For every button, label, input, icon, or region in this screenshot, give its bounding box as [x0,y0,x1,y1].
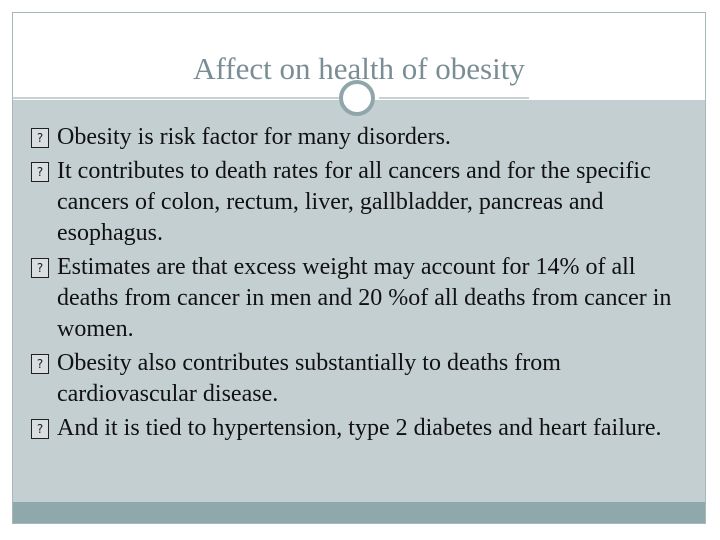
divider-circle-icon [339,80,375,116]
bullet-item: ? Obesity also contributes substantially… [31,348,691,410]
bullet-text: Obesity is risk factor for many disorder… [57,124,451,150]
bullet-item: ? And it is tied to hypertension, type 2… [31,413,691,444]
bullet-box-icon: ? [31,419,49,439]
bullet-box-icon: ? [31,128,49,148]
bullet-item: ? Obesity is risk factor for many disord… [31,122,691,153]
slide-frame [12,12,706,524]
bullet-text: Obesity also contributes substantially t… [57,350,561,407]
bullet-item: ? It contributes to death rates for all … [31,156,691,249]
bullet-text: And it is tied to hypertension, type 2 d… [57,415,662,441]
divider-right [379,97,529,99]
bullet-text: It contributes to death rates for all ca… [57,158,651,246]
content-area [13,100,705,502]
bullet-list: ? Obesity is risk factor for many disord… [31,122,691,447]
bullet-item: ? Estimates are that excess weight may a… [31,252,691,345]
divider-left [13,97,339,99]
bullet-box-icon: ? [31,258,49,278]
bullet-text: Estimates are that excess weight may acc… [57,254,672,342]
bullet-box-icon: ? [31,354,49,374]
slide-title: Affect on health of obesity [193,51,525,86]
bullet-box-icon: ? [31,162,49,182]
footer-bar [13,502,705,523]
